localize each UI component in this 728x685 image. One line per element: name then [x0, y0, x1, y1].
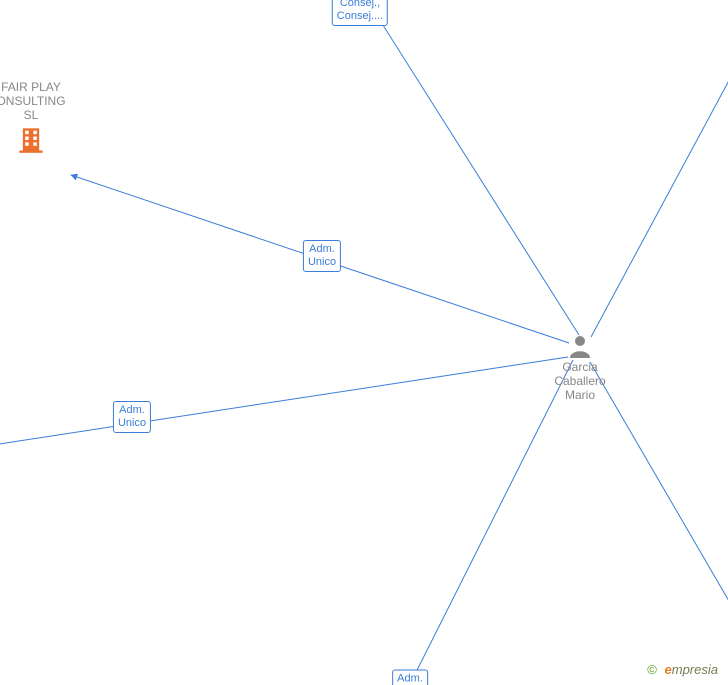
copyright-symbol: © — [647, 662, 657, 677]
node-person[interactable]: Garcia Caballero Mario — [548, 334, 612, 402]
edge-line — [402, 360, 573, 685]
node-company[interactable]: FAIR PLAY ONSULTING SL — [0, 80, 71, 154]
edge-line — [381, 22, 579, 335]
edge-label: Adm. — [392, 670, 428, 685]
node-company-label: FAIR PLAY ONSULTING SL — [0, 80, 71, 122]
edge-line — [0, 357, 568, 450]
node-person-label: Garcia Caballero Mario — [548, 360, 612, 402]
edge-label-top-partial: Consej., Consej.... — [332, 0, 388, 26]
edge-line — [591, 60, 728, 337]
brand-rest: mpresia — [672, 662, 718, 677]
edge-label: Adm. Unico — [113, 401, 151, 433]
person-icon — [568, 334, 592, 358]
brand-first-letter: e — [665, 662, 672, 677]
watermark: © empresia — [647, 662, 718, 677]
network-canvas: Consej., Consej.... FAIR PLAY ONSULTING … — [0, 0, 728, 685]
edges-layer — [0, 0, 728, 685]
edge-label: Adm. Unico — [303, 240, 341, 272]
building-icon — [17, 126, 45, 154]
